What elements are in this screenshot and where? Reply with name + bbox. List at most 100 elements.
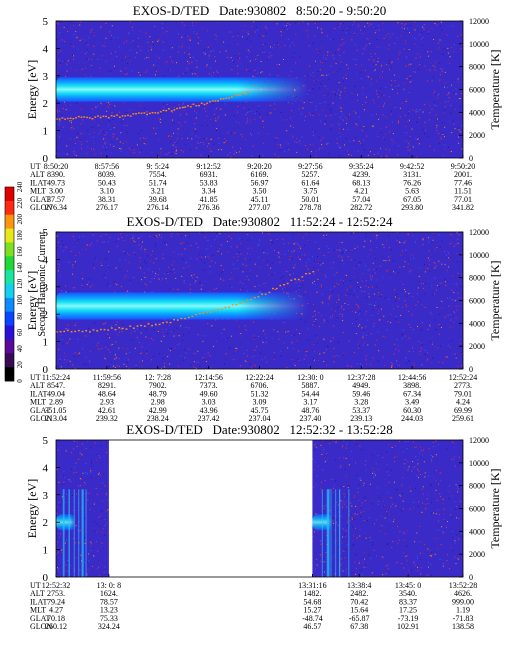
noise-speckle <box>141 149 142 151</box>
noise-speckle <box>212 255 214 257</box>
noise-speckle <box>206 124 208 126</box>
noise-speckle <box>391 447 393 448</box>
noise-speckle <box>169 363 171 365</box>
noise-speckle <box>151 47 153 49</box>
noise-speckle <box>143 343 144 345</box>
noise-speckle <box>317 278 319 280</box>
noise-speckle <box>323 54 325 56</box>
noise-speckle <box>255 346 257 348</box>
noise-speckle <box>369 244 370 246</box>
noise-speckle <box>403 261 405 263</box>
noise-speckle <box>66 493 67 495</box>
noise-speckle <box>440 293 442 295</box>
noise-speckle <box>346 506 347 508</box>
noise-speckle <box>343 440 345 442</box>
noise-speckle <box>227 239 229 241</box>
noise-speckle <box>215 39 217 41</box>
noise-speckle <box>298 359 300 361</box>
noise-speckle <box>201 256 203 258</box>
noise-speckle <box>444 106 446 108</box>
noise-speckle <box>176 142 178 144</box>
noise-speckle <box>268 274 270 276</box>
noise-speckle <box>204 335 206 337</box>
noise-speckle <box>172 61 174 63</box>
noise-speckle <box>177 128 179 130</box>
panel-title: EXOS-D/TED Date:930802 11:52:24 - 12:52:… <box>127 214 393 229</box>
noise-speckle <box>81 38 83 40</box>
ephemeris-cell: 276.34 <box>45 203 67 212</box>
noise-speckle <box>93 35 95 37</box>
noise-speckle <box>393 141 395 143</box>
noise-speckle <box>109 285 111 287</box>
noise-speckle <box>431 475 433 477</box>
noise-speckle <box>106 110 108 112</box>
energy-tick-label: 3 <box>43 490 49 502</box>
noise-speckle <box>167 273 169 274</box>
noise-speckle <box>402 88 404 90</box>
noise-speckle <box>338 235 340 237</box>
noise-speckle <box>392 308 394 310</box>
noise-speckle <box>189 149 191 151</box>
noise-speckle <box>423 103 425 105</box>
noise-speckle <box>196 289 198 290</box>
temperature-point <box>253 297 256 299</box>
noise-speckle <box>294 264 296 266</box>
noise-speckle <box>362 561 364 563</box>
noise-speckle <box>73 356 75 358</box>
noise-speckle <box>373 326 374 327</box>
noise-speckle <box>429 69 431 71</box>
noise-speckle <box>282 152 284 153</box>
noise-speckle <box>255 26 257 28</box>
noise-speckle <box>380 147 381 149</box>
noise-speckle <box>395 300 397 302</box>
noise-speckle <box>84 482 86 483</box>
noise-speckle <box>147 322 149 324</box>
noise-speckle <box>253 355 255 357</box>
noise-speckle <box>173 251 175 253</box>
ephemeris-cell: 324.24 <box>98 622 120 631</box>
noise-speckle <box>306 351 308 352</box>
noise-speckle <box>297 247 299 249</box>
noise-speckle <box>291 357 293 359</box>
noise-speckle <box>366 297 368 299</box>
noise-speckle <box>350 286 352 288</box>
noise-speckle <box>334 274 335 276</box>
noise-speckle <box>152 356 154 358</box>
noise-speckle <box>398 121 400 123</box>
noise-speckle <box>266 32 267 34</box>
noise-speckle <box>403 531 405 533</box>
noise-speckle <box>221 272 222 274</box>
noise-speckle <box>366 96 367 98</box>
noise-speckle <box>118 365 120 367</box>
noise-speckle <box>314 444 316 445</box>
noise-speckle <box>319 262 321 264</box>
noise-speckle <box>325 505 327 507</box>
noise-speckle <box>365 280 367 282</box>
ephemeris-cell: 4239. <box>352 170 370 179</box>
noise-speckle <box>446 87 448 89</box>
noise-speckle <box>87 232 89 234</box>
noise-speckle <box>145 284 147 286</box>
ephemeris-cell: 239.32 <box>96 414 118 423</box>
noise-speckle <box>392 521 394 523</box>
noise-speckle <box>275 137 277 138</box>
noise-speckle <box>73 324 75 326</box>
noise-speckle <box>412 362 414 364</box>
noise-speckle <box>160 280 162 281</box>
noise-speckle <box>458 305 460 307</box>
noise-speckle <box>79 21 81 23</box>
noise-speckle <box>316 445 318 447</box>
noise-speckle <box>73 239 75 241</box>
noise-speckle <box>370 333 372 335</box>
noise-speckle <box>104 138 106 140</box>
noise-speckle <box>435 513 437 515</box>
noise-speckle <box>82 348 84 350</box>
noise-speckle <box>458 136 459 138</box>
noise-speckle <box>340 313 342 315</box>
noise-speckle <box>377 313 379 314</box>
noise-speckle <box>345 78 347 79</box>
noise-speckle <box>422 239 424 241</box>
noise-speckle <box>332 520 334 522</box>
ephemeris-cell: 13:38:4 <box>347 581 371 590</box>
noise-speckle <box>263 330 265 332</box>
